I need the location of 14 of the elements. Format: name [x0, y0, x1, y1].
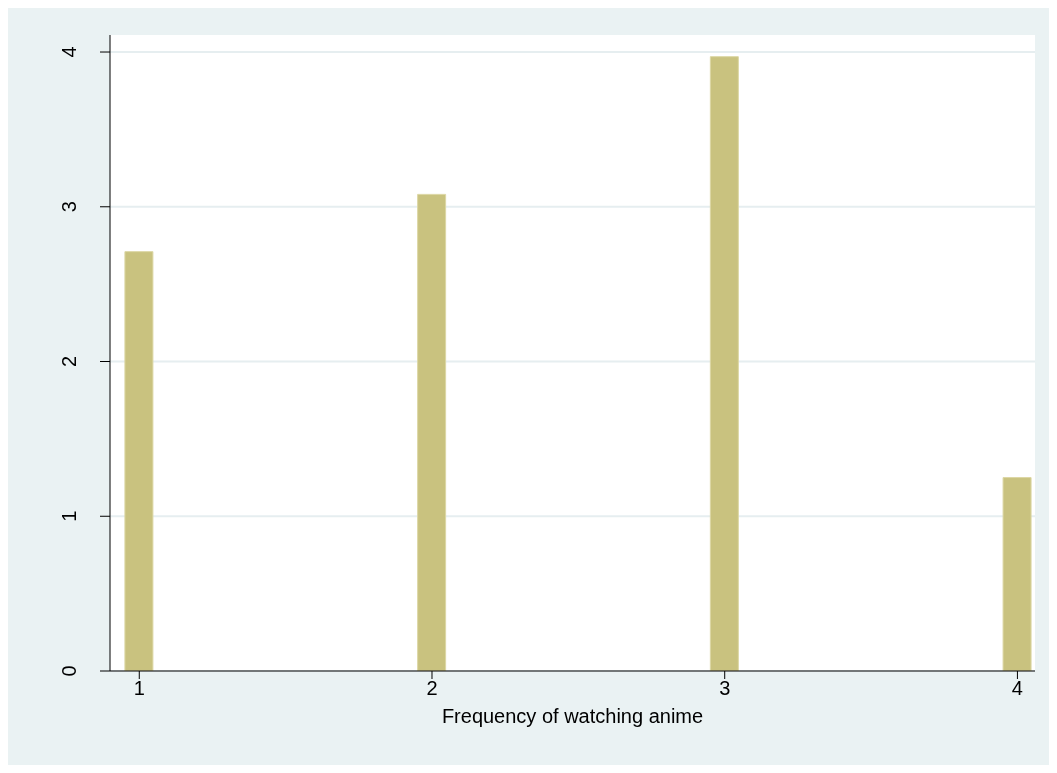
- bar: [417, 193, 447, 671]
- x-tick-label: 4: [1011, 677, 1023, 700]
- x-axis-title: Frequency of watching anime: [441, 705, 704, 728]
- y-tick-label: 0: [58, 665, 80, 677]
- bar: [1002, 477, 1032, 671]
- y-tick-label: 1: [58, 510, 80, 522]
- y-tick-label: 2: [58, 355, 80, 368]
- x-tick-label: 3: [719, 677, 731, 700]
- x-tick-label: 1: [133, 677, 145, 700]
- y-tick-label: 4: [58, 46, 80, 58]
- y-tick-label: 3: [58, 201, 80, 213]
- bar: [709, 56, 739, 671]
- x-tick-label: 2: [426, 677, 438, 700]
- bar: [124, 251, 154, 671]
